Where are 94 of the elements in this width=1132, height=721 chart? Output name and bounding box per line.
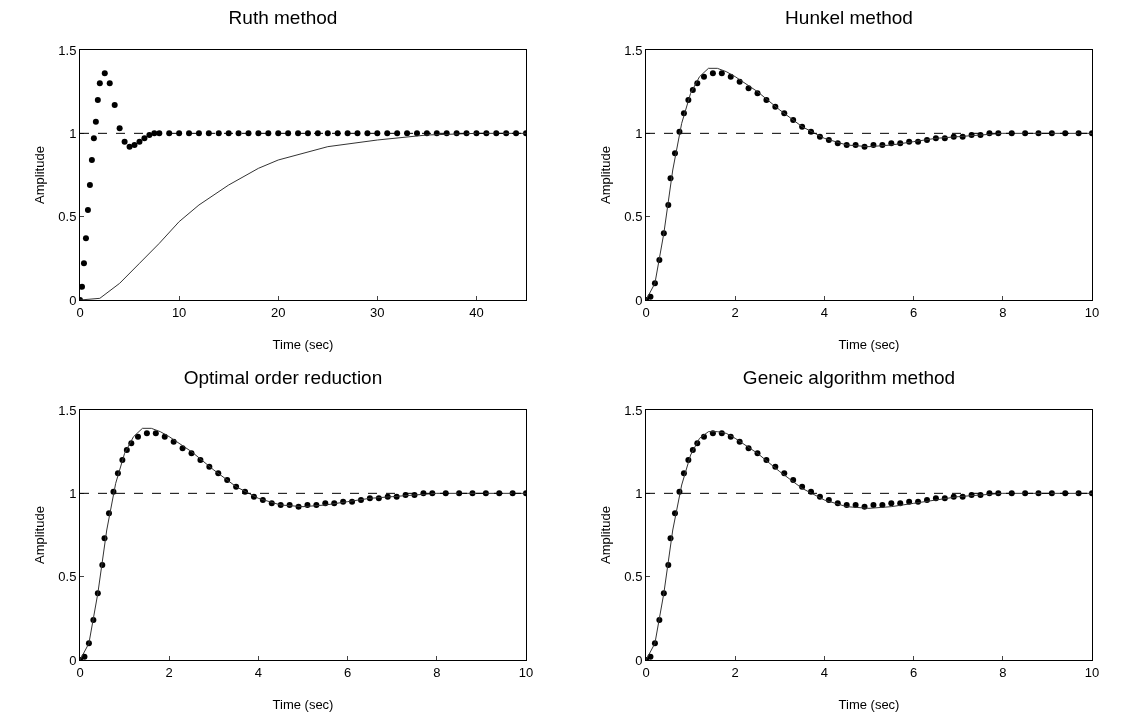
x-tick-label: 8: [999, 304, 1007, 320]
x-tick-label: 30: [370, 304, 385, 320]
y-tick-label: 0: [69, 292, 77, 308]
line-series: [646, 67, 1092, 300]
point: [126, 143, 133, 150]
y-tick-label: 0.5: [58, 569, 77, 585]
point: [136, 138, 143, 145]
x-axis-title: Time (sec): [838, 697, 900, 712]
y-tick-label: 1: [635, 485, 643, 501]
x-tick-label: 10: [1084, 304, 1100, 320]
x-tick-label: 10: [1084, 664, 1100, 680]
point: [235, 130, 242, 137]
y-axis-title: Amplitude: [598, 146, 613, 204]
x-axis-title: Time (sec): [838, 337, 900, 352]
point: [215, 130, 222, 137]
y-tick-label: 0: [69, 652, 77, 668]
point: [324, 130, 331, 137]
point: [131, 142, 138, 148]
point: [700, 73, 707, 80]
chart-title: Hunkel method: [785, 7, 913, 29]
point: [709, 70, 716, 77]
point: [718, 70, 725, 77]
y-axis-title: Amplitude: [32, 506, 47, 564]
x-tick-label: 2: [165, 664, 173, 680]
point: [141, 135, 148, 142]
point: [374, 130, 381, 137]
point: [88, 157, 95, 163]
point: [195, 130, 202, 137]
point: [143, 430, 150, 437]
x-tick-label: 4: [820, 664, 829, 680]
point: [146, 132, 153, 138]
point: [116, 125, 123, 132]
point: [888, 500, 895, 507]
x-tick-label: 8: [999, 664, 1007, 680]
point: [275, 130, 282, 137]
y-axis-title: Amplitude: [598, 506, 613, 564]
point: [111, 102, 118, 108]
y-tick-label: 1.5: [624, 42, 643, 58]
point: [285, 130, 292, 137]
y-tick-label: 0: [635, 652, 643, 668]
point: [96, 80, 103, 87]
x-tick-label: 20: [270, 304, 286, 320]
point: [92, 118, 99, 125]
y-tick-label: 1.5: [58, 42, 77, 58]
point: [80, 283, 85, 290]
chart-title: Ruth method: [228, 7, 338, 29]
x-tick-label: 2: [731, 664, 739, 680]
chart-title: Geneic algorithm method: [742, 367, 956, 389]
point: [80, 260, 87, 267]
point: [166, 130, 173, 137]
x-axis-title: Time (sec): [272, 697, 334, 712]
x-tick-label: 6: [909, 304, 918, 320]
x-axis-title: Time (sec): [272, 337, 334, 352]
y-tick-label: 1.5: [58, 402, 77, 418]
y-tick-label: 1: [69, 125, 77, 141]
y-tick-label: 0.5: [624, 209, 643, 225]
chart-title: Optimal order reduction: [183, 367, 383, 389]
line-series: [80, 132, 526, 300]
point: [394, 130, 401, 137]
x-tick-label: 2: [731, 304, 739, 320]
point: [304, 130, 311, 137]
point: [344, 130, 351, 137]
point: [255, 130, 262, 137]
x-tick-label: 40: [469, 304, 484, 320]
point: [82, 235, 89, 242]
y-tick-label: 0: [635, 292, 643, 308]
line-series: [80, 427, 526, 660]
point: [364, 130, 371, 137]
x-tick-label: 6: [909, 664, 918, 680]
point: [106, 80, 113, 87]
line-series: [646, 431, 1092, 660]
point: [84, 207, 91, 213]
y-tick-label: 0.5: [624, 569, 643, 585]
point: [265, 130, 272, 137]
x-tick-label: 6: [343, 664, 352, 680]
point: [101, 70, 108, 77]
x-tick-label: 8: [433, 664, 441, 680]
y-tick-label: 1.5: [624, 402, 643, 418]
point: [176, 130, 183, 137]
point: [152, 430, 159, 437]
point: [86, 182, 93, 188]
x-tick-label: 4: [820, 304, 829, 320]
point: [94, 97, 101, 103]
point: [90, 135, 97, 142]
point: [121, 138, 128, 145]
y-tick-label: 1: [635, 125, 643, 141]
y-axis-title: Amplitude: [32, 146, 47, 204]
x-tick-label: 10: [171, 304, 187, 320]
x-tick-label: 10: [518, 664, 534, 680]
point: [384, 130, 391, 137]
point: [134, 433, 141, 440]
y-tick-label: 0.5: [58, 209, 77, 225]
y-tick-label: 1: [69, 485, 77, 501]
x-tick-label: 4: [254, 664, 263, 680]
